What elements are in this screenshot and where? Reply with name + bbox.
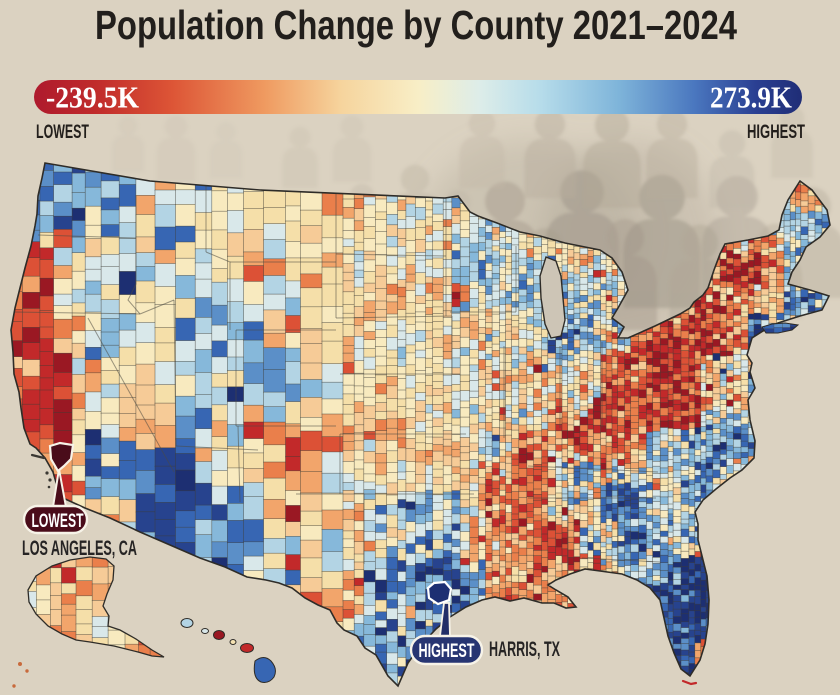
svg-text:-239.5K: -239.5K bbox=[46, 80, 139, 115]
svg-text:HIGHEST: HIGHEST bbox=[747, 121, 805, 143]
svg-text:LOS ANGELES, CA: LOS ANGELES, CA bbox=[22, 537, 137, 560]
svg-text:273.9K: 273.9K bbox=[710, 80, 792, 115]
svg-text:HARRIS, TX: HARRIS, TX bbox=[489, 638, 560, 661]
svg-text:LOWEST: LOWEST bbox=[32, 511, 84, 532]
svg-text:LOWEST: LOWEST bbox=[36, 121, 89, 143]
svg-text:Population Change by County 20: Population Change by County 2021–2024 bbox=[95, 2, 737, 48]
svg-text:HIGHEST: HIGHEST bbox=[419, 640, 475, 662]
